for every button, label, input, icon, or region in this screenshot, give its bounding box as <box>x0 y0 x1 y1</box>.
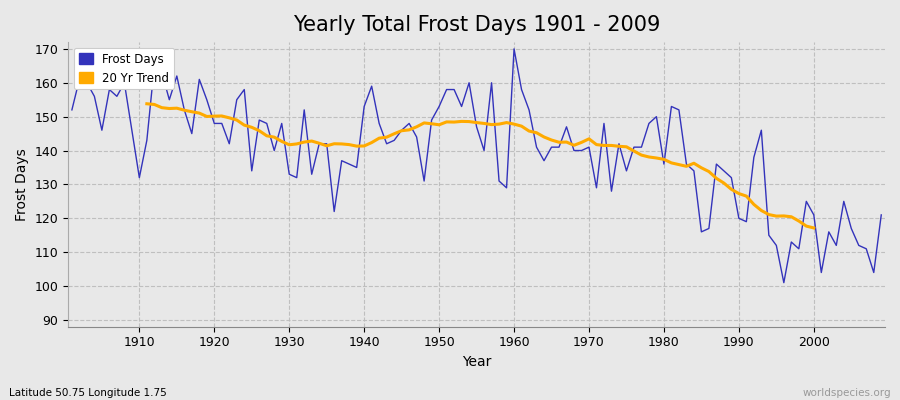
Text: worldspecies.org: worldspecies.org <box>803 388 891 398</box>
20 Yr Trend <box>696 166 706 170</box>
Text: Latitude 50.75 Longitude 1.75: Latitude 50.75 Longitude 1.75 <box>9 388 166 398</box>
20 Yr Trend <box>344 142 355 147</box>
X-axis label: Year: Year <box>462 355 491 369</box>
20 Yr Trend <box>141 101 152 106</box>
Frost Days <box>876 212 886 217</box>
Frost Days <box>292 175 302 180</box>
Frost Days <box>508 46 519 51</box>
20 Yr Trend <box>778 214 789 218</box>
Frost Days <box>778 280 789 285</box>
Line: Frost Days: Frost Days <box>72 49 881 283</box>
20 Yr Trend <box>711 176 722 181</box>
Legend: Frost Days, 20 Yr Trend: Frost Days, 20 Yr Trend <box>74 48 174 89</box>
Frost Days <box>606 189 616 194</box>
Frost Days <box>516 87 526 92</box>
20 Yr Trend <box>808 226 819 230</box>
Frost Days <box>127 128 138 133</box>
Line: 20 Yr Trend: 20 Yr Trend <box>147 104 814 228</box>
Frost Days <box>501 186 512 190</box>
20 Yr Trend <box>231 118 242 122</box>
Frost Days <box>337 158 347 163</box>
Y-axis label: Frost Days: Frost Days <box>15 148 29 221</box>
Title: Yearly Total Frost Days 1901 - 2009: Yearly Total Frost Days 1901 - 2009 <box>292 15 661 35</box>
Frost Days <box>67 108 77 112</box>
20 Yr Trend <box>606 143 616 148</box>
